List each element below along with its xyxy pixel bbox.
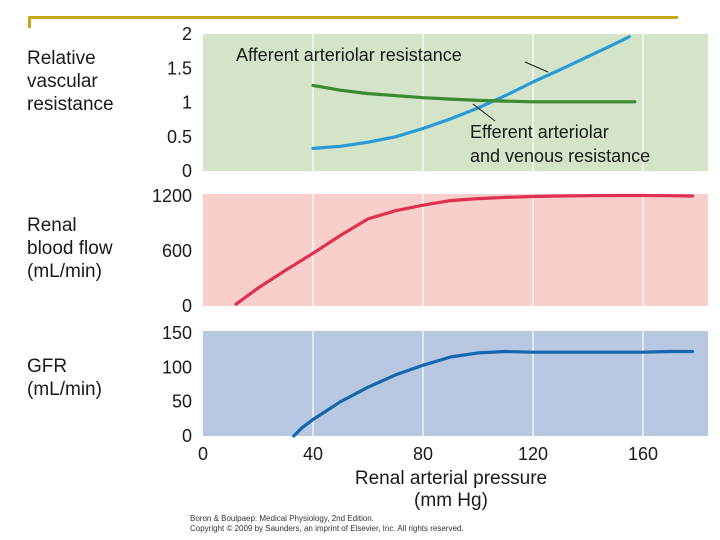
- panel-2-ytick-label: 0: [182, 296, 192, 316]
- panel-3-ylabel-line: (mL/min): [27, 379, 102, 400]
- credit-line-1: Boron & Boulpaep: Medical Physiology, 2n…: [190, 514, 374, 523]
- panel-2-ytick-label: 600: [162, 241, 192, 261]
- annotation-1-text: Afferent arteriolar resistance: [236, 45, 462, 65]
- panel-2-ytick-label: 1200: [152, 186, 192, 206]
- panel-1-ylabel-line: resistance: [27, 94, 114, 115]
- panel-3-ytick-label: 50: [172, 392, 192, 412]
- panel-1-series-2-line: [311, 83, 637, 104]
- x-axis-label-line: (mm Hg): [414, 490, 488, 511]
- panel-3-series-1-line: [292, 349, 695, 438]
- panel-1-ylabel-line: Relative: [27, 48, 96, 69]
- xtick-label: 80: [413, 444, 433, 464]
- panel-1-ytick-label: 0.5: [167, 127, 192, 147]
- annotation-2-leader: [472, 103, 496, 122]
- x-axis-label-line: Renal arterial pressure: [355, 468, 547, 489]
- panel-1-ytick-label: 0: [182, 161, 192, 181]
- annotation-1-leader: [524, 61, 549, 73]
- panel-3-ytick-label: 150: [162, 323, 192, 343]
- panel-1-ytick-label: 1.5: [167, 58, 192, 78]
- xtick-label: 0: [198, 444, 208, 464]
- xtick-label: 160: [628, 444, 658, 464]
- panel-3-background: [203, 331, 708, 436]
- slide-title-rule-tick: [28, 16, 31, 28]
- panel-3-ytick-label: 100: [162, 357, 192, 377]
- annotation-2-text: and venous resistance: [470, 146, 650, 166]
- panel-1-ylabel-line: vascular: [27, 71, 98, 92]
- slide-title-rule: [28, 16, 678, 19]
- xtick-label: 120: [518, 444, 548, 464]
- credit-line-2: Copyright © 2009 by Saunders, an imprint…: [190, 524, 464, 533]
- annotation-2-text: Efferent arteriolar: [470, 122, 609, 142]
- panel-1-ytick-label: 2: [182, 24, 192, 44]
- panel-2-background: [203, 194, 708, 306]
- panel-3-ylabel-line: GFR: [27, 356, 67, 377]
- panel-2-ylabel-line: (mL/min): [27, 261, 102, 282]
- panel-3-ytick-label: 0: [182, 426, 192, 446]
- panel-2-ylabel-line: Renal: [27, 215, 77, 236]
- panel-2-series-1-line: [234, 193, 695, 306]
- panel-2-ylabel-line: blood flow: [27, 238, 113, 259]
- panel-1-ytick-label: 1: [182, 93, 192, 113]
- xtick-label: 40: [303, 444, 323, 464]
